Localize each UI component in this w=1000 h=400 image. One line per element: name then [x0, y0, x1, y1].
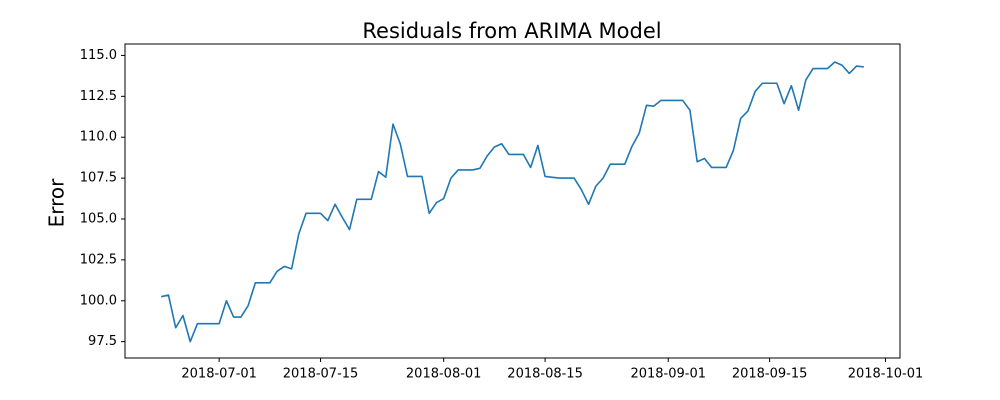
x-tick-label: 2018-07-01	[181, 367, 257, 382]
x-tick-label: 2018-09-01	[630, 367, 706, 382]
plot-frame	[124, 43, 901, 359]
y-tick-label: 115.0	[80, 48, 117, 63]
x-tick-label: 2018-08-15	[507, 367, 583, 382]
x-tick-label: 2018-09-15	[732, 367, 808, 382]
y-axis-label: Error	[45, 178, 69, 228]
y-tick-label: 112.5	[80, 89, 117, 104]
y-tick-label: 107.5	[80, 171, 117, 186]
chart-title: Residuals from ARIMA Model	[362, 19, 661, 43]
x-tick-label: 2018-10-01	[848, 367, 924, 382]
x-tick-label: 2018-08-01	[406, 367, 482, 382]
y-tick-label: 102.5	[80, 252, 117, 267]
y-tick-label: 105.0	[80, 211, 117, 226]
data-line	[161, 61, 864, 343]
x-tick-label: 2018-07-15	[283, 367, 359, 382]
y-tick-label: 97.5	[88, 334, 117, 349]
y-tick-label: 110.0	[80, 130, 117, 145]
y-tick-label: 100.0	[80, 293, 117, 308]
